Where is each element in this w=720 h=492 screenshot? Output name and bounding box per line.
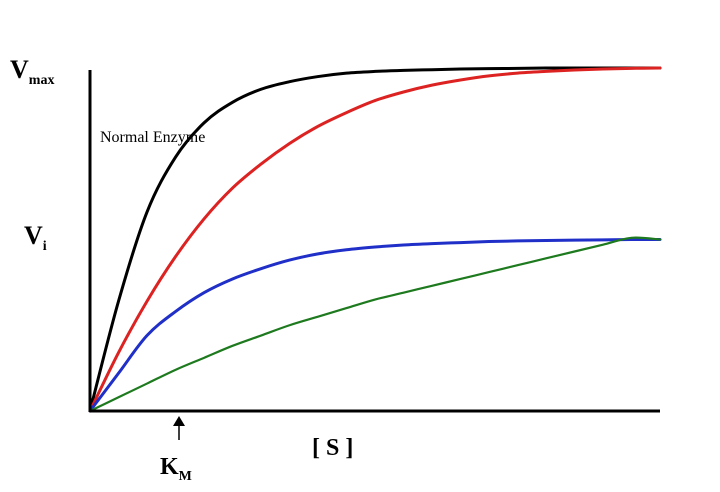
km-marker: KM xyxy=(160,416,192,484)
vi-label: Vi xyxy=(24,221,47,254)
km-arrow-head xyxy=(173,416,185,426)
curves-group xyxy=(88,66,662,413)
vmax-label: Vmax xyxy=(10,55,54,88)
black-curve xyxy=(88,66,662,413)
blue-curve xyxy=(88,237,662,413)
x-axis-label: [ S ] xyxy=(312,435,353,461)
normal-enzyme-label: Normal Enzyme xyxy=(100,129,205,146)
km-label: KM xyxy=(160,454,192,484)
green-curve xyxy=(88,236,662,413)
red-curve xyxy=(88,66,662,413)
